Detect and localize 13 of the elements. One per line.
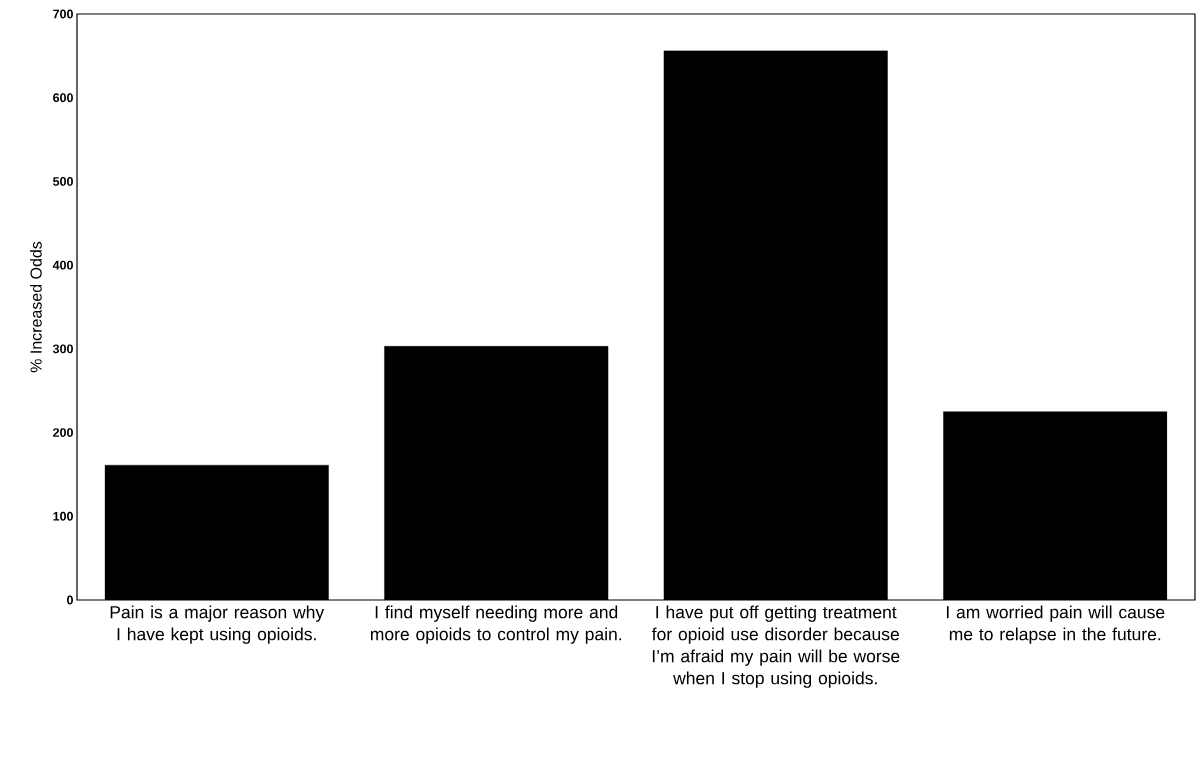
y-tick-label: 400 bbox=[52, 260, 73, 270]
x-tick-label: Pain is a major reason why I have kept using opioids. bbox=[110, 605, 325, 644]
x-tick-label: I have put off getting treatment for opioid use disorder because I’m afraid my pain will be worse when I stop using opioids. bbox=[651, 605, 900, 688]
y-tick-label: 500 bbox=[53, 177, 73, 186]
y-tick-label: 100 bbox=[53, 511, 73, 521]
x-tick-label: I am worried pain will cause me to relapse in the future. bbox=[946, 605, 1165, 644]
y-tick-label: 600 bbox=[53, 93, 73, 103]
y-tick-label: 200 bbox=[53, 428, 73, 437]
x-tick-label: I find myself needing more and more opioids to control my pain. bbox=[370, 605, 622, 644]
y-tick-label: 0 bbox=[67, 595, 73, 605]
y-tick-label: 300 bbox=[52, 344, 73, 354]
y-axis-title: % Increased Odds bbox=[30, 241, 42, 373]
y-tick-label: 700 bbox=[53, 9, 73, 19]
